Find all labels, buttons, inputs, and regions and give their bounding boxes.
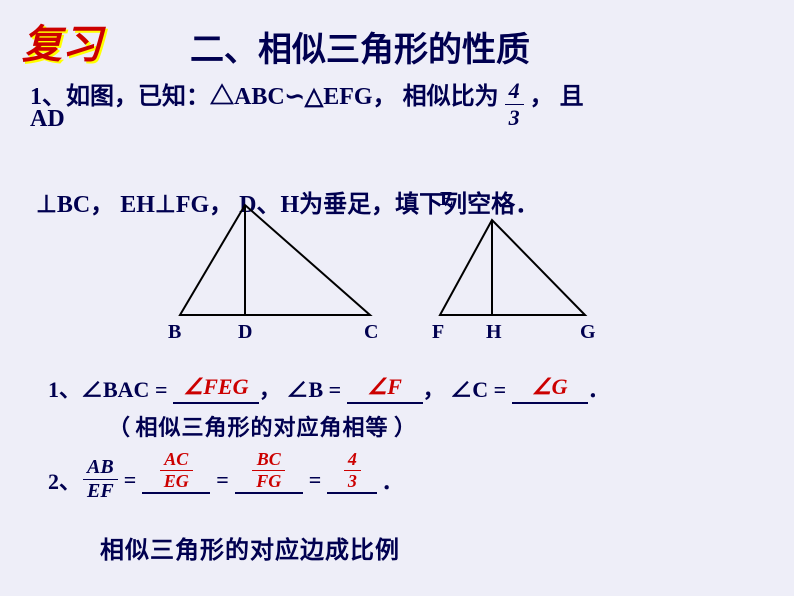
q2-ans-frac2-num: AC bbox=[160, 449, 193, 471]
q2-line: 2、 AB EF = AC EG = BC FG = 4 3 ． bbox=[48, 456, 403, 503]
q2-blank3: 4 3 bbox=[327, 466, 377, 494]
q1-mid2: ， ∠C = bbox=[423, 377, 512, 402]
problem-line1-part2: ， 且 bbox=[530, 84, 584, 110]
q2-eq3: = bbox=[309, 467, 322, 493]
q2-ans-frac3-num: BC bbox=[252, 449, 285, 471]
q2-eq1: = bbox=[124, 467, 137, 493]
q1-blank1: ∠FEG bbox=[173, 402, 259, 404]
q2-ans-frac2: AC EG bbox=[160, 449, 193, 492]
q1-ans1: ∠FEG bbox=[173, 374, 259, 400]
q2-prefix: 2、 bbox=[48, 464, 81, 496]
q2-frac1-den: EF bbox=[83, 480, 118, 503]
q1-reason-text: 相似三角形的对应角相等 bbox=[136, 415, 389, 440]
tri1-label-D: D bbox=[238, 321, 252, 343]
q2-frac1-num: AB bbox=[83, 456, 118, 480]
q2-blank2: BC FG bbox=[235, 466, 303, 494]
q1-reason-open: （ bbox=[108, 415, 130, 440]
tri1-label-B: B bbox=[168, 321, 181, 343]
ratio-den: 3 bbox=[505, 105, 524, 131]
q2-ans-frac3: BC FG bbox=[252, 449, 285, 492]
q2-ans-frac4-num: 4 bbox=[344, 449, 361, 471]
q1-blank3: ∠G bbox=[512, 402, 588, 404]
triangle-efg bbox=[440, 220, 585, 315]
page-title: 二、相似三角形的性质 bbox=[190, 22, 530, 71]
q2-frac1: AB EF bbox=[83, 456, 118, 503]
q2-ans-frac4-den: 3 bbox=[344, 471, 361, 492]
q2-conclusion: 相似三角形的对应边成比例 bbox=[100, 530, 400, 565]
q2-ans-frac3-den: FG bbox=[252, 471, 285, 492]
tri2-label-H: H bbox=[486, 321, 502, 343]
q1-suffix: ． bbox=[588, 377, 610, 402]
tri2-label-G: G bbox=[580, 321, 596, 343]
problem-line1-part1: 1、如图，已知：△ABC∽△EFG， 相似比为 bbox=[30, 84, 499, 110]
q1-mid1: ， ∠B = bbox=[259, 377, 347, 402]
q1-prefix1: 1、∠BAC = bbox=[48, 377, 173, 402]
q1-ans3: ∠G bbox=[512, 374, 588, 400]
ratio-num: 4 bbox=[505, 78, 524, 105]
q2-ans-frac4: 4 3 bbox=[344, 449, 361, 492]
tri2-label-F: F bbox=[432, 321, 444, 343]
triangles-figure: B D C F H G bbox=[140, 200, 640, 355]
q2-blank1: AC EG bbox=[142, 466, 210, 494]
q1-ans2: ∠F bbox=[347, 374, 423, 400]
q1-blank2: ∠F bbox=[347, 402, 423, 404]
q1-reason-close: ） bbox=[394, 415, 416, 440]
triangle-abc bbox=[180, 205, 370, 315]
q1-line: 1、∠BAC = ∠FEG， ∠B = ∠F， ∠C = ∠G． bbox=[48, 372, 610, 404]
q1-reason: （ 相似三角形的对应角相等 ） bbox=[108, 410, 416, 442]
tri1-label-C: C bbox=[364, 321, 378, 343]
q2-eq2: = bbox=[216, 467, 229, 493]
q2-ans-frac2-den: EG bbox=[160, 471, 193, 492]
problem-line1: 1、如图，已知：△ABC∽△EFG， 相似比为 4 3 ， 且 bbox=[30, 72, 770, 125]
review-label: 复习 bbox=[22, 12, 102, 70]
ratio-fraction: 4 3 bbox=[505, 78, 524, 131]
problem-line2: AD bbox=[30, 106, 65, 133]
q2-suffix: ． bbox=[381, 464, 403, 496]
